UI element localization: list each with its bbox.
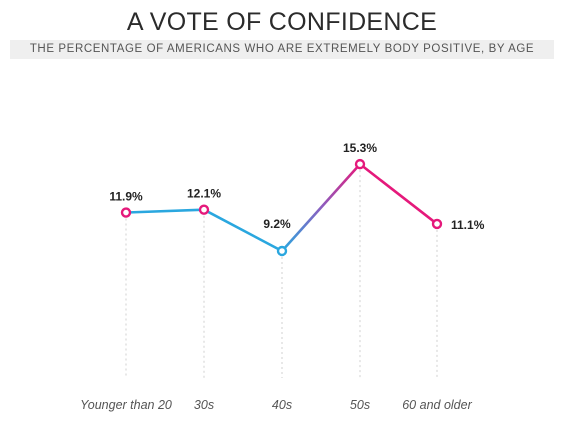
data-label-0: 11.9%	[109, 190, 143, 204]
series-segment-1	[202, 208, 284, 253]
x-tick-label-3: 50s	[350, 398, 370, 412]
series-segment-0	[124, 208, 206, 214]
series-segment-3	[358, 162, 439, 226]
x-tick-label-1: 30s	[194, 398, 214, 412]
data-point-1	[198, 204, 210, 215]
data-point-0	[120, 207, 132, 218]
data-label-2: 9.2%	[263, 217, 291, 231]
data-point-3	[354, 158, 366, 170]
series-segment-2	[280, 162, 362, 253]
x-tick-label-4: 60 and older	[402, 398, 472, 412]
x-tick-label-0: Younger than 20	[80, 398, 172, 412]
subtitle-band	[10, 40, 554, 59]
chart-subtitle: THE PERCENTAGE OF AMERICANS WHO ARE EXTR…	[29, 43, 535, 55]
data-label-1: 12.1%	[187, 187, 221, 201]
data-point-4	[431, 218, 443, 230]
data-label-4: 11.1%	[451, 218, 485, 232]
data-point-2	[276, 245, 288, 257]
chart-title: A VOTE OF CONFIDENCE	[126, 8, 438, 36]
x-tick-label-2: 40s	[272, 398, 292, 412]
data-label-3: 15.3%	[343, 141, 377, 155]
